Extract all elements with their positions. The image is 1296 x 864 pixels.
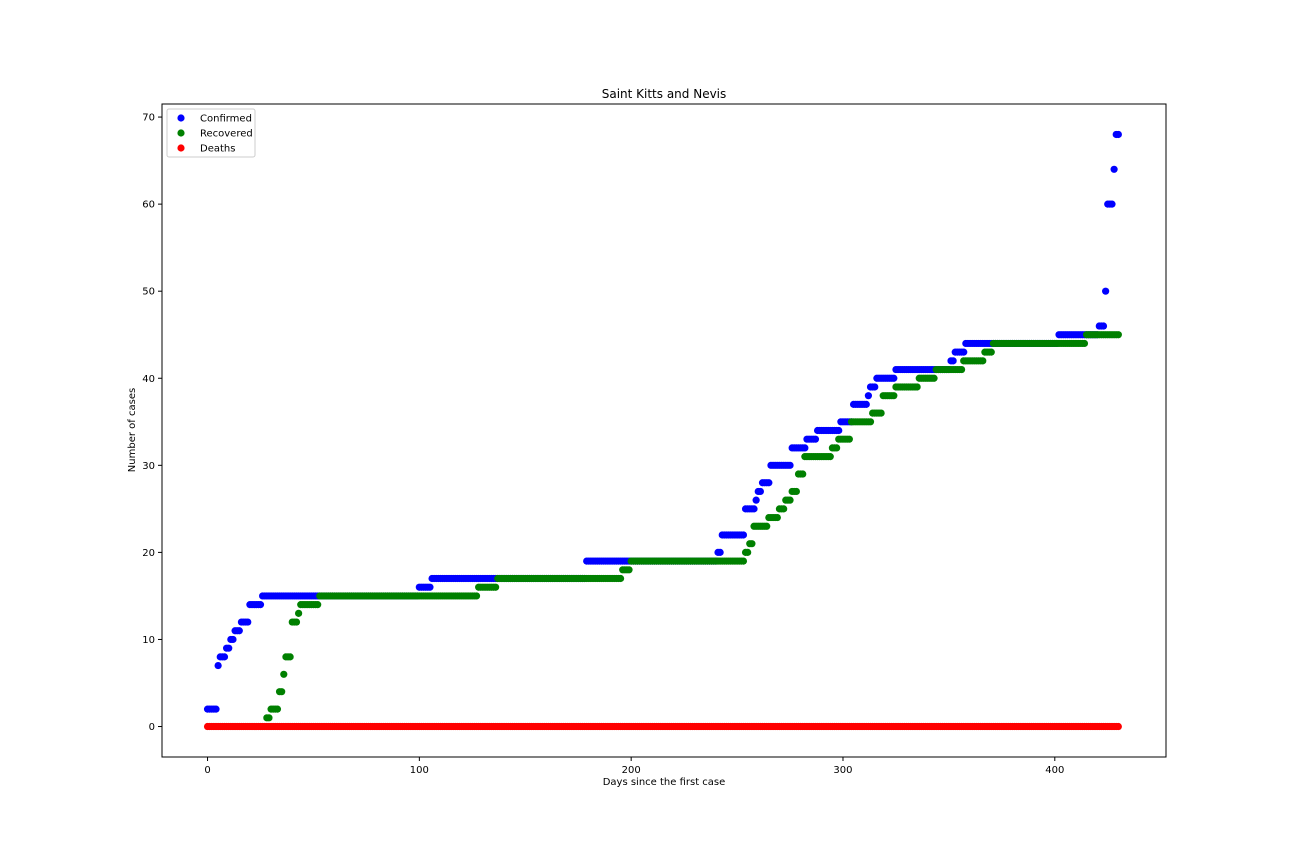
- data-point: [1114, 722, 1122, 731]
- y-tick-label: 40: [142, 374, 155, 385]
- data-point: [225, 644, 233, 652]
- data-point: [913, 383, 921, 391]
- data-point: [256, 601, 265, 609]
- data-point: [273, 705, 282, 713]
- y-tick-label: 50: [142, 287, 155, 298]
- data-point: [286, 653, 294, 661]
- data-point: [739, 557, 748, 565]
- data-point: [625, 566, 633, 574]
- legend-label-deaths: Deaths: [200, 144, 235, 155]
- data-point: [214, 661, 222, 670]
- y-tick-label: 20: [142, 548, 155, 559]
- data-point: [864, 392, 873, 400]
- data-point: [752, 496, 760, 504]
- legend-marker-recovered: [177, 129, 185, 137]
- y-tick-label: 10: [142, 635, 155, 646]
- legend: Confirmed Recovered Deaths: [166, 108, 256, 158]
- legend-label-confirmed: Confirmed: [200, 114, 252, 125]
- x-tick-label: 300: [833, 765, 852, 776]
- data-point: [871, 383, 879, 391]
- series-recovered: [263, 331, 1122, 722]
- data-point: [1102, 287, 1110, 295]
- data-point: [716, 548, 724, 556]
- data-point: [890, 392, 898, 400]
- data-point: [799, 470, 807, 478]
- data-point: [786, 461, 794, 469]
- data-point: [949, 357, 957, 365]
- data-point: [1080, 339, 1089, 348]
- x-tick-label: 0: [204, 765, 210, 776]
- data-point: [835, 426, 843, 435]
- data-point: [833, 444, 841, 452]
- data-point: [845, 435, 853, 443]
- data-point: [987, 348, 995, 356]
- data-point: [492, 583, 500, 591]
- data-point: [314, 601, 322, 609]
- y-tick-label: 0: [149, 722, 155, 733]
- data-point: [244, 618, 252, 626]
- data-point: [292, 618, 301, 626]
- x-tick-label: 200: [622, 765, 641, 776]
- data-point: [278, 688, 286, 696]
- y-tick-label: 30: [142, 461, 155, 472]
- axes: 0 100 200 300 400 0 10 20 30 40 50 60 70: [142, 103, 1167, 776]
- data-point: [1114, 130, 1122, 139]
- data-point: [212, 705, 220, 713]
- data-point: [877, 409, 885, 417]
- data-point: [979, 357, 987, 365]
- data-point: [235, 627, 243, 635]
- data-point: [890, 374, 898, 382]
- data-point: [220, 653, 229, 661]
- data-point: [1108, 200, 1116, 208]
- legend-marker-deaths: [177, 144, 185, 152]
- data-point: [773, 513, 781, 522]
- data-point: [748, 540, 756, 548]
- data-point: [786, 496, 794, 504]
- x-tick-label: 100: [410, 765, 429, 776]
- data-point: [801, 444, 809, 452]
- data-point: [426, 583, 434, 591]
- data-point: [765, 479, 773, 487]
- data-point: [866, 418, 875, 426]
- data-point: [780, 505, 788, 513]
- data-point: [958, 365, 966, 374]
- data-point: [616, 574, 625, 583]
- y-tick-label: 70: [142, 113, 155, 124]
- data-point: [930, 374, 938, 382]
- data-point: [960, 348, 968, 356]
- x-tick-label: 400: [1045, 765, 1064, 776]
- data-point: [826, 453, 834, 461]
- x-axis-label: Days since the first case: [603, 777, 726, 788]
- data-point: [750, 505, 758, 513]
- y-tick-label: 60: [142, 200, 155, 211]
- data-point: [229, 635, 237, 644]
- data-point: [1110, 165, 1118, 173]
- chart-title: Saint Kitts and Nevis: [602, 87, 727, 101]
- data-point: [744, 548, 752, 556]
- data-point: [756, 487, 764, 496]
- data-point: [1114, 331, 1122, 339]
- legend-label-recovered: Recovered: [200, 129, 253, 140]
- data-point: [792, 487, 800, 496]
- data-point: [472, 592, 481, 600]
- y-axis-label: Number of cases: [127, 388, 138, 472]
- legend-marker-confirmed: [177, 114, 185, 122]
- axes-frame: [161, 103, 1167, 758]
- data-point: [1099, 322, 1108, 330]
- data-point: [811, 435, 820, 443]
- plot-area: [203, 130, 1122, 731]
- data-point: [739, 531, 748, 539]
- legend-box: [166, 108, 256, 158]
- data-point: [280, 670, 288, 678]
- data-point: [862, 400, 870, 408]
- series-deaths: [203, 722, 1122, 731]
- data-point: [265, 714, 273, 722]
- data-point: [295, 609, 303, 617]
- data-point: [763, 522, 771, 530]
